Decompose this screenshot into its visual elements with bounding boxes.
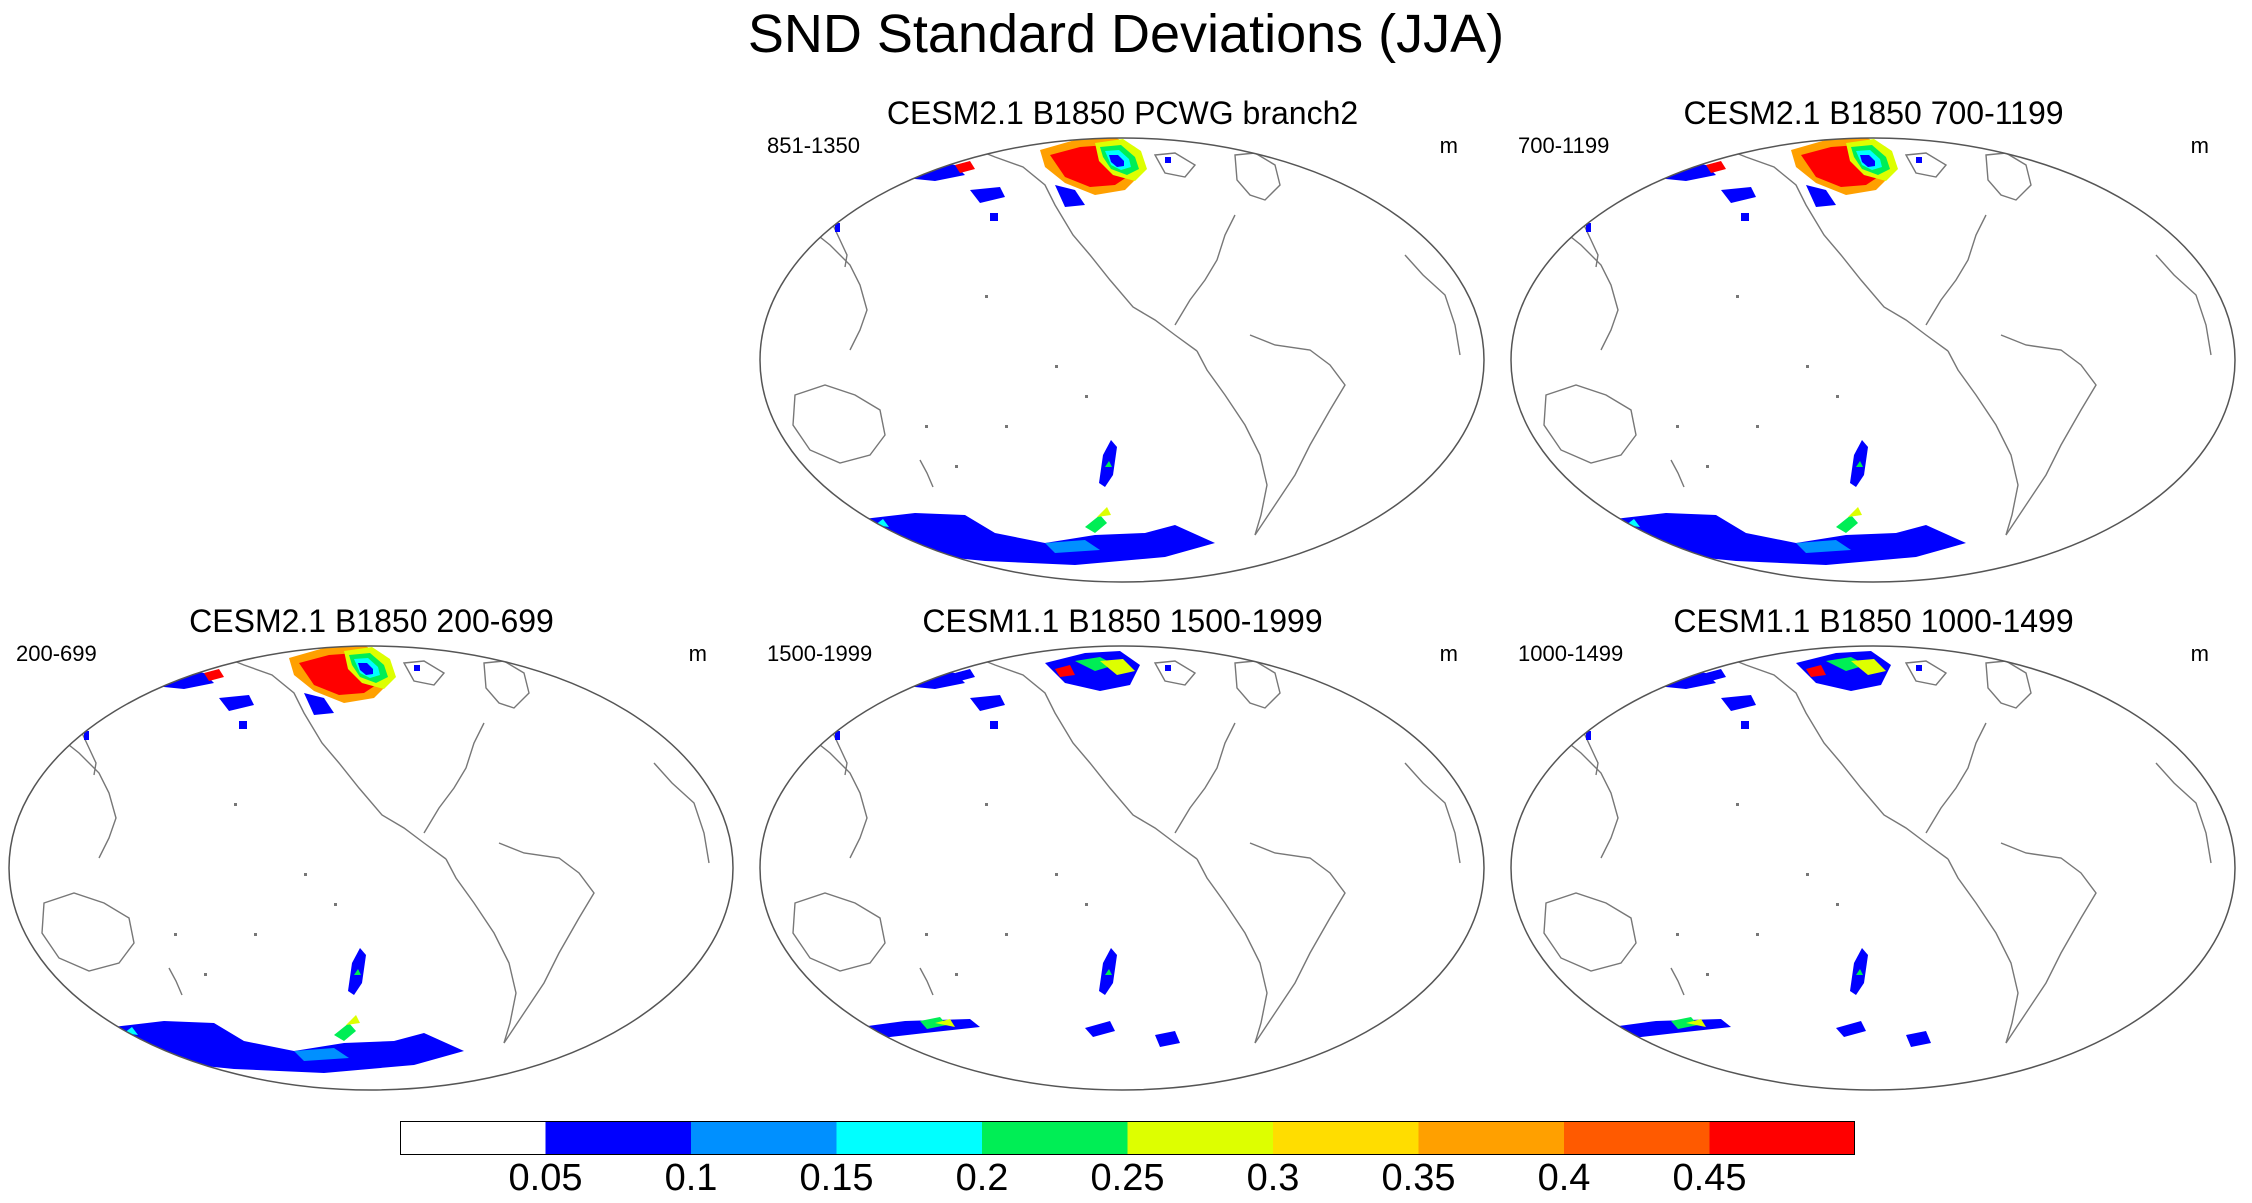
figure-title: SND Standard Deviations (JJA) [747,4,1505,64]
colorbar-cell [400,1121,546,1155]
panel-years-label: 1000-1499 [1518,641,1624,666]
map-plot [759,645,1485,1091]
colorbar-tick-label: 0.35 [1381,1157,1456,1199]
colorbar [400,1121,1855,1155]
colorbar-cell [691,1121,837,1155]
colorbar-tick-label: 0.2 [955,1157,1009,1199]
map-plot [759,137,1485,583]
colorbar-tick-label: 0.3 [1246,1157,1300,1199]
panel-years-label: 200-699 [16,641,97,666]
colorbar-tick-label: 0.25 [1090,1157,1165,1199]
colorbar-tick-label: 0.45 [1672,1157,1747,1199]
colorbar-tick-label: 0.4 [1537,1157,1591,1199]
colorbar-tick-label: 0.1 [664,1157,718,1199]
colorbar-cell [1564,1121,1710,1155]
map-panel-3: CESM2.1 B1850 200-699 200-699 m [4,603,739,1098]
panel-title: CESM1.1 B1850 1500-1999 [922,603,1323,639]
panel-years-label: 851-1350 [767,133,860,158]
colorbar-cell [836,1121,982,1155]
colorbar-cell [1127,1121,1273,1155]
panel-title: CESM2.1 B1850 700-1199 [1683,95,2064,131]
map-plot [1510,137,2236,583]
panel-years-label: 700-1199 [1518,133,1610,158]
panel-title: CESM2.1 B1850 PCWG branch2 [886,95,1359,131]
panel-units-label: m [2190,133,2209,158]
panel-units-label: m [688,641,707,666]
panel-title: CESM1.1 B1850 1000-1499 [1673,603,2074,639]
map-plot [1510,645,2236,1091]
colorbar-cell [982,1121,1128,1155]
panel-units-label: m [2190,641,2209,666]
map-plot [8,645,734,1091]
panel-units-label: m [1439,133,1458,158]
map-panel-1: CESM2.1 B1850 PCWG branch2 851-1350 m [755,95,1490,590]
panel-units-label: m [1439,641,1458,666]
colorbar-cell [545,1121,691,1155]
map-panel-2: CESM2.1 B1850 700-1199 700-1199 m [1506,95,2241,590]
map-panel-4: CESM1.1 B1850 1500-1999 1500-1999 m [755,603,1490,1098]
panel-title: CESM2.1 B1850 200-699 [189,603,554,639]
colorbar-cell [1709,1121,1855,1155]
colorbar-cell [1418,1121,1564,1155]
colorbar-tick-label: 0.05 [508,1157,583,1199]
colorbar-tick-label: 0.15 [799,1157,874,1199]
panel-years-label: 1500-1999 [767,641,873,666]
map-panel-5: CESM1.1 B1850 1000-1499 1000-1499 m [1506,603,2241,1098]
colorbar-cell [1273,1121,1419,1155]
